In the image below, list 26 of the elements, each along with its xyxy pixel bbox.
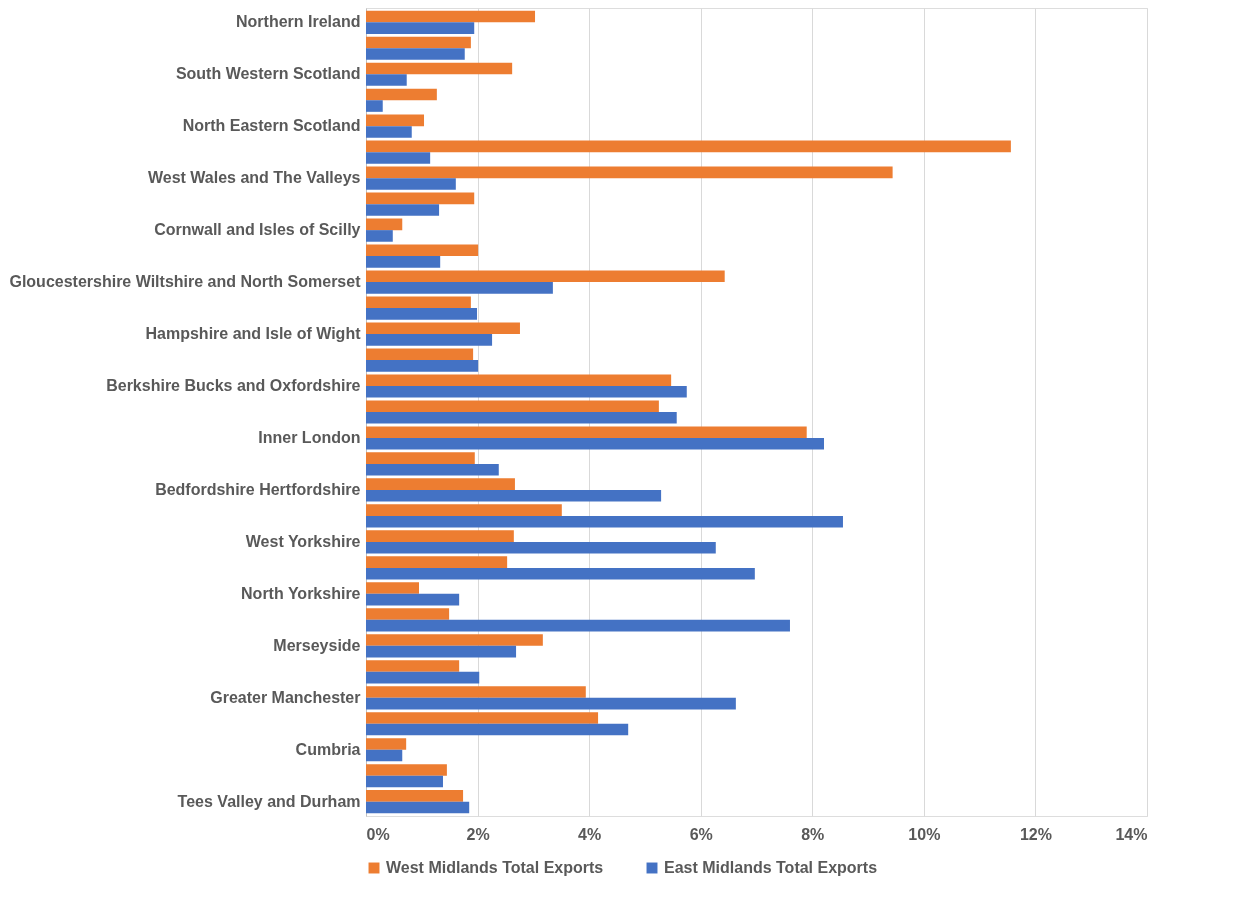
x-tick-label: 0% — [366, 825, 390, 843]
x-tick-label: 14% — [1115, 825, 1148, 843]
y-tick-label: Gloucestershire Wiltshire and North Somerset — [9, 273, 362, 291]
y-tick-label: North Eastern Scotland — [182, 117, 361, 135]
x-tick-label: 4% — [578, 825, 602, 843]
x-tick-label: 12% — [1019, 825, 1052, 843]
y-tick-label: Cumbria — [295, 740, 361, 758]
y-tick-label: Bedfordshire Hertfordshire — [155, 480, 361, 498]
y-tick-label: Northern Ireland — [236, 13, 361, 31]
y-tick-label: Berkshire Bucks and Oxfordshire — [106, 377, 361, 395]
y-tick-label: Hampshire and Isle of Wight — [145, 325, 362, 343]
y-tick-label: West Yorkshire — [245, 532, 361, 550]
y-tick-label: Inner London — [258, 428, 361, 446]
y-tick-label: Cornwall and Isles of Scilly — [154, 221, 361, 239]
y-tick-label: North Yorkshire — [241, 584, 361, 602]
y-tick-label: Tees Valley and Durham — [177, 792, 361, 810]
y-tick-label: Merseyside — [273, 636, 361, 654]
y-tick-label: Greater Manchester — [210, 688, 361, 706]
x-tick-label: 2% — [466, 825, 490, 843]
x-tick-label: 8% — [801, 825, 825, 843]
y-tick-label: West Wales and The Valleys — [147, 169, 361, 187]
legend-label: East Midlands Total Exports — [664, 859, 878, 876]
x-tick-label: 10% — [908, 825, 941, 843]
legend-label: West Midlands Total Exports — [386, 859, 604, 876]
y-tick-label: South Western Scotland — [175, 65, 361, 83]
x-tick-label: 6% — [689, 825, 713, 843]
